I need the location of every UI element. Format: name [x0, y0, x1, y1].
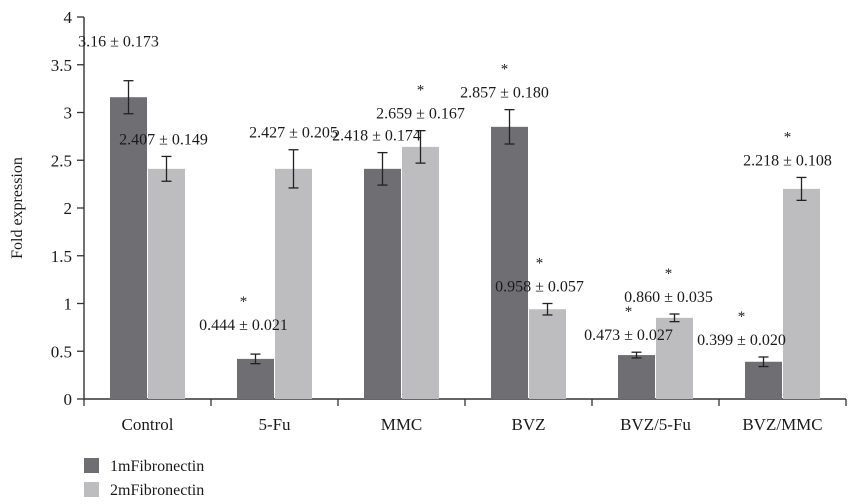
bar-1-Control — [110, 97, 147, 399]
significance-marker: * — [625, 304, 633, 320]
category-label: Control — [122, 415, 174, 434]
significance-marker: * — [738, 309, 746, 325]
y-tick-label: 3.5 — [51, 56, 72, 75]
bar-2-BVZ/5-Fu — [656, 317, 693, 399]
x-ticks: Control 5-Fu MMC BVZ BVZ/5-Fu BVZ/MMC — [83, 399, 847, 434]
legend: 1mFibronectin 2mFibronectin — [84, 458, 204, 499]
significance-marker: * — [784, 129, 792, 145]
data-label: 0.860 ± 0.035 — [624, 289, 713, 306]
bar-1-BVZ — [491, 126, 528, 399]
category-label: BVZ/MMC — [742, 415, 822, 434]
bar-2-MMC — [402, 146, 439, 399]
data-label: 3.16 ± 0.173 — [78, 34, 159, 51]
data-label: 2.427 ± 0.205 — [249, 125, 338, 142]
category-label: BVZ — [512, 415, 546, 434]
error-bars — [123, 80, 807, 368]
legend-swatch — [84, 458, 99, 473]
category-label: BVZ/5-Fu — [620, 415, 691, 434]
y-tick-label: 4 — [64, 8, 73, 27]
bar-2-5-Fu — [275, 168, 312, 399]
data-label: 2.218 ± 0.108 — [743, 152, 832, 169]
y-tick-label: 1 — [64, 295, 73, 314]
data-label: 2.659 ± 0.167 — [376, 106, 465, 123]
legend-label: 1mFibronectin — [110, 458, 204, 475]
y-tick-label: 2.5 — [51, 151, 72, 170]
y-tick-label: 0 — [64, 390, 73, 409]
category-label: 5-Fu — [258, 415, 291, 434]
bar-2-Control — [148, 168, 185, 399]
y-tick-label: 0.5 — [51, 342, 72, 361]
y-tick-label: 2 — [64, 199, 73, 218]
bars — [110, 97, 820, 399]
bar-1-MMC — [364, 168, 401, 399]
significance-marker: * — [665, 266, 673, 282]
data-label: 0.399 ± 0.020 — [697, 332, 786, 349]
significance-marker: * — [536, 256, 544, 272]
bar-2-BVZ — [529, 309, 566, 399]
bar-1-BVZ/MMC — [745, 361, 782, 399]
data-label: 0.473 ± 0.027 — [584, 327, 673, 344]
y-tick-label: 3 — [64, 104, 73, 123]
data-label: 0.444 ± 0.021 — [199, 317, 288, 334]
y-ticks: 0 0.5 1 1.5 2 2.5 3 3.5 4 — [51, 8, 84, 409]
data-label: 2.857 ± 0.180 — [460, 85, 549, 102]
legend-label: 2mFibronectin — [110, 482, 204, 499]
y-tick-label: 1.5 — [51, 247, 72, 266]
data-label: 2.407 ± 0.149 — [119, 131, 208, 148]
significance-marker: * — [240, 294, 248, 310]
bar-2-BVZ/MMC — [783, 188, 820, 399]
data-label: 0.958 ± 0.057 — [495, 279, 584, 296]
category-label: MMC — [381, 415, 423, 434]
significance-marker: * — [501, 62, 509, 78]
bar-1-5-Fu — [237, 358, 274, 399]
data-label: 2.418 ± 0.174 — [332, 128, 421, 145]
legend-swatch — [84, 482, 99, 497]
bar-1-BVZ/5-Fu — [618, 355, 655, 399]
significance-marker: * — [417, 83, 425, 99]
y-axis-title: Fold expression — [9, 157, 26, 259]
